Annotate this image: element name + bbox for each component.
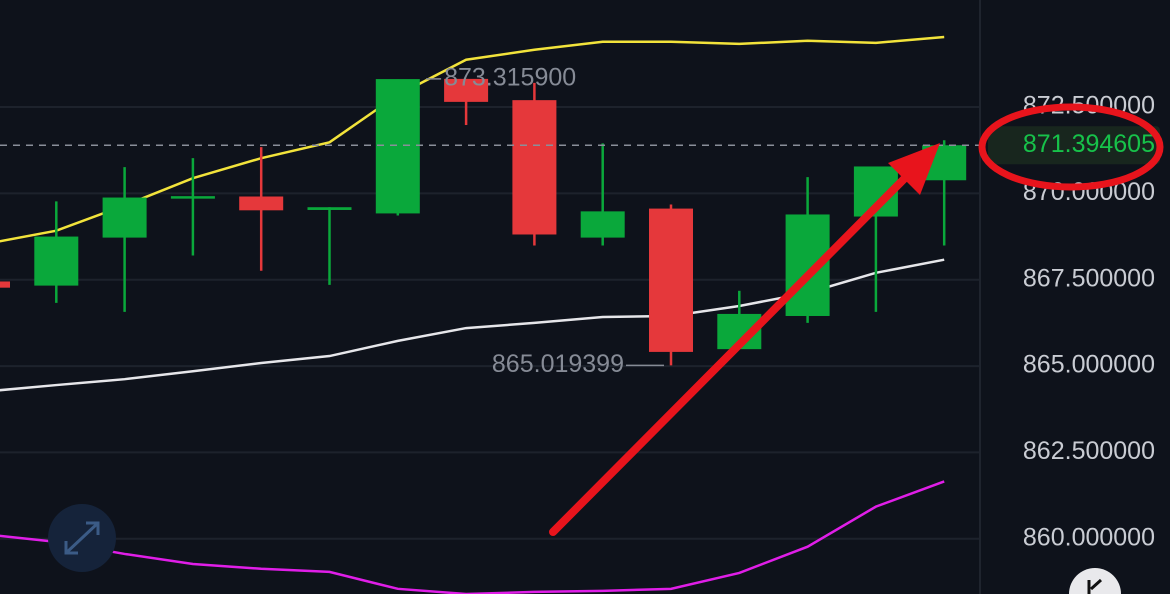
- expand-icon: [64, 521, 100, 555]
- candles: [0, 78, 967, 366]
- band-line: [0, 480, 945, 594]
- candle-body: [239, 196, 284, 211]
- candle-body: [307, 207, 352, 210]
- candle-body: [0, 281, 10, 288]
- last-price-label: 871.394605: [1023, 130, 1155, 158]
- max-label: 873.315900: [444, 63, 576, 91]
- expand-button[interactable]: [48, 504, 116, 572]
- candle-body: [580, 211, 625, 238]
- candle-body: [34, 236, 79, 286]
- y-tick-label: 862.500000: [1023, 437, 1155, 465]
- arrow-head: [888, 143, 940, 195]
- collapse-button[interactable]: [1069, 568, 1121, 594]
- candle-body: [649, 208, 693, 352]
- collapse-button-bg[interactable]: [1069, 568, 1121, 594]
- last-price-box: [988, 126, 1160, 165]
- grid: [0, 106, 980, 540]
- highlight-circle: [978, 103, 1164, 191]
- candle-body: [444, 78, 489, 102]
- collapse-icon: [1087, 578, 1103, 594]
- labels: 860.000000 862.500000 865.000000 867.500000…: [0, 63, 1160, 551]
- candle-body: [102, 197, 147, 238]
- min-label: 865.019399: [492, 350, 624, 378]
- candle-body: [512, 100, 557, 235]
- candle-body: [375, 79, 420, 214]
- arrow-shaft: [549, 174, 909, 536]
- band-line: [0, 35, 945, 243]
- y-tick-label: 867.500000: [1023, 264, 1155, 292]
- candle-body: [170, 196, 215, 199]
- y-tick-label: 860.000000: [1023, 523, 1155, 551]
- y-tick-label: 865.000000: [1023, 351, 1155, 379]
